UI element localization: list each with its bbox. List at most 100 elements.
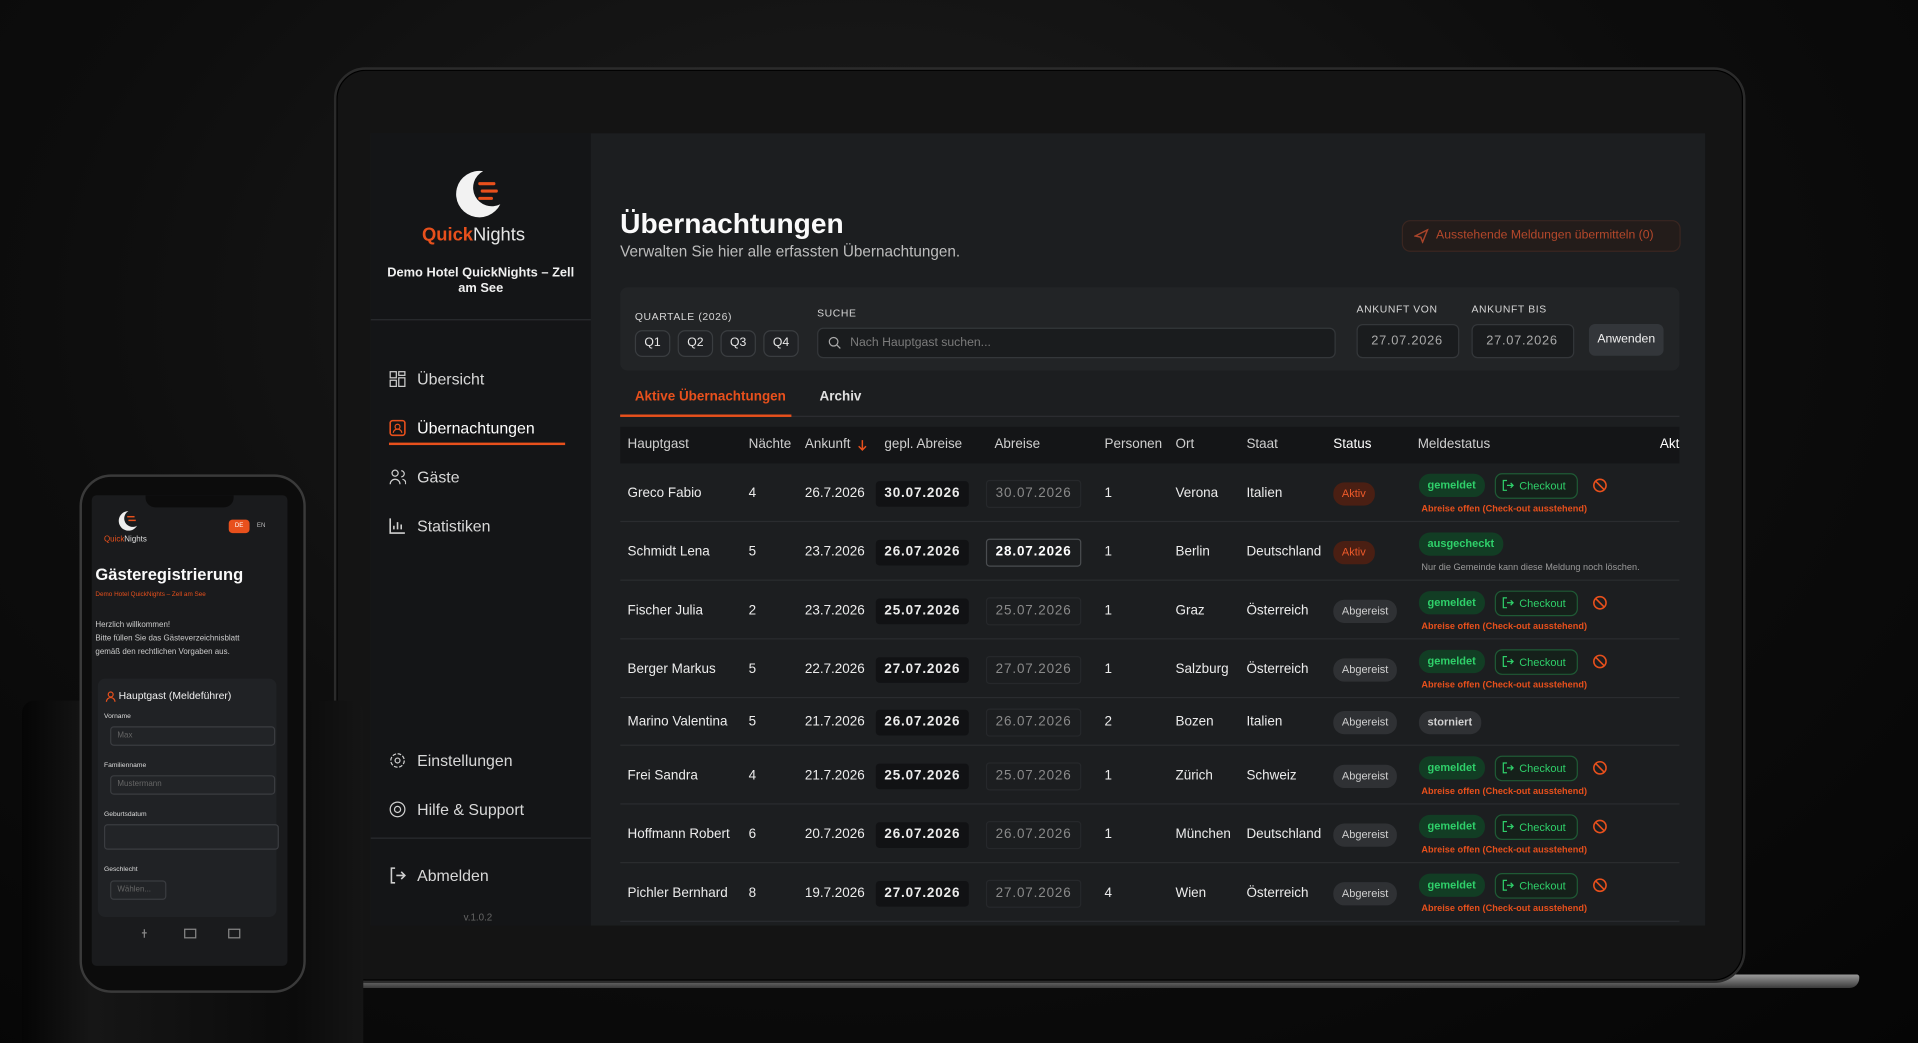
nav-icon	[389, 469, 407, 485]
city: Zürich	[1175, 768, 1213, 784]
tab-underline	[620, 414, 792, 417]
nav-icon	[389, 801, 406, 818]
input[interactable]: Max	[110, 726, 276, 746]
submit-button[interactable]: Ausstehende Meldungen übermitteln (0)	[1401, 220, 1681, 252]
planned-departure: 26.07.2026	[875, 822, 969, 848]
logout[interactable]: Abmelden	[417, 866, 489, 885]
checkout-button[interactable]: Checkout	[1494, 873, 1578, 899]
nav-icon	[389, 371, 406, 387]
checkout-button[interactable]: Checkout	[1494, 814, 1578, 840]
planned-departure: 26.07.2026	[875, 539, 969, 566]
from-input[interactable]: 27.07.2026	[1356, 324, 1460, 359]
departure: 25.07.2026	[985, 762, 1082, 791]
submit-label: Ausstehende Meldungen übermitteln (0)	[1436, 228, 1654, 243]
divider	[370, 319, 591, 321]
search-icon	[828, 336, 841, 349]
report-badge: gemeldet	[1418, 649, 1485, 674]
checkout-button[interactable]: Checkout	[1494, 649, 1578, 675]
column-header: Ankunft	[804, 437, 851, 452]
report-note: Abreise offen (Check-out ausstehend)	[1421, 843, 1588, 855]
quarter-chip[interactable]: Q3	[720, 330, 756, 358]
brand: QuickNights	[422, 226, 525, 244]
brand-quick: Quick	[422, 224, 473, 246]
country: Deutschland	[1246, 544, 1322, 560]
guest: Hoffmann Robert	[627, 827, 730, 842]
quarter-chip[interactable]: Q4	[763, 330, 799, 358]
report-badge: gemeldet	[1418, 873, 1485, 897]
checkout-label: Checkout	[1519, 655, 1566, 669]
input[interactable]	[103, 824, 279, 850]
checkout-button[interactable]: Checkout	[1494, 590, 1578, 617]
status-badge: Aktiv	[1333, 482, 1375, 506]
table-header	[620, 426, 1680, 464]
checkout-icon	[1502, 879, 1514, 891]
guest: Schmidt Lena	[627, 544, 710, 560]
quarter-chip[interactable]: Q1	[634, 330, 671, 358]
nav-item[interactable]: Übernachtungen	[417, 418, 535, 438]
column-header: Meldestatus	[1417, 437, 1491, 452]
planned-departure: 26.07.2026	[875, 709, 969, 736]
filter-panel: QUARTALE (2026) Q1 Q2 Q3 Q4 SUCHE Nach Haup…	[620, 287, 1680, 371]
planned-departure: 25.07.2026	[875, 598, 969, 625]
nav-item[interactable]: Hilfe & Support	[417, 800, 525, 819]
checkout-label: Checkout	[1519, 879, 1566, 892]
search-input[interactable]: Nach Hauptgast suchen...	[817, 327, 1336, 359]
column-header: Staat	[1246, 437, 1278, 452]
arrival: 21.7.2026	[804, 768, 865, 784]
row-divider	[620, 862, 1680, 864]
checkout-label: Checkout	[1519, 597, 1566, 610]
tab-active[interactable]: Aktive Übernachtungen	[634, 389, 786, 405]
departure: 30.07.2026	[985, 479, 1082, 509]
country: Österreich	[1246, 885, 1309, 901]
brand-nights: Nights	[472, 224, 526, 246]
persons: 1	[1104, 827, 1113, 842]
checkout-icon	[1502, 597, 1514, 609]
phone-screen: QuickNights DE EN Gästeregistrierung Dem…	[91, 495, 288, 966]
guest: Frei Sandra	[627, 768, 698, 784]
persons: 1	[1104, 662, 1113, 677]
checkout-button[interactable]: Checkout	[1494, 755, 1578, 782]
logout-icon	[390, 867, 407, 884]
phone-logo	[118, 511, 137, 531]
phone-tabbar	[141, 928, 241, 939]
page-subtitle: Verwalten Sie hier alle erfassten Überna…	[620, 243, 961, 261]
user-icon	[105, 691, 116, 702]
search-placeholder: Nach Hauptgast suchen...	[850, 336, 991, 350]
report-badge: storniert	[1418, 711, 1481, 735]
country: Schweiz	[1246, 768, 1297, 784]
brand-nights: Nights	[124, 535, 147, 544]
apply-button[interactable]: Anwenden	[1588, 324, 1664, 356]
departure: 27.07.2026	[985, 655, 1082, 685]
nav-item[interactable]: Gäste	[417, 467, 460, 487]
city: Berlin	[1175, 544, 1210, 560]
input[interactable]: Mustermann	[110, 775, 276, 795]
report-note: Abreise offen (Check-out ausstehend)	[1421, 902, 1588, 914]
nav-icon	[389, 419, 406, 437]
to-input[interactable]: 27.07.2026	[1471, 324, 1575, 359]
checkout-button[interactable]: Checkout	[1494, 473, 1578, 499]
departure: 28.07.2026	[985, 538, 1082, 567]
from-value: 27.07.2026	[1371, 333, 1443, 349]
cancel-icon	[1593, 760, 1607, 775]
field-label: Familienname	[103, 762, 147, 770]
column-header: Status	[1333, 437, 1372, 452]
lang-en[interactable]: EN	[256, 522, 266, 530]
nav-item[interactable]: Übersicht	[417, 369, 485, 389]
select[interactable]: Wählen...	[110, 880, 167, 900]
status-badge: Abgereist	[1333, 823, 1397, 847]
nights: 2	[748, 603, 757, 619]
intro-line: gemäß den rechtlichen Vorgaben aus.	[95, 647, 230, 657]
lang-de[interactable]: DE	[228, 519, 250, 534]
nav-item[interactable]: Einstellungen	[417, 751, 513, 770]
from-label: ANKUNFT VON	[1356, 302, 1438, 316]
report-note: Abreise offen (Check-out ausstehend)	[1421, 502, 1588, 514]
departure: 25.07.2026	[985, 597, 1082, 626]
city: Wien	[1175, 885, 1207, 901]
tab[interactable]: Archiv	[819, 389, 862, 405]
quarter-chip[interactable]: Q2	[677, 330, 714, 358]
persons: 1	[1104, 603, 1113, 619]
nav-item[interactable]: Statistiken	[417, 516, 491, 535]
arrival: 19.7.2026	[804, 885, 865, 901]
nights: 4	[748, 486, 757, 501]
city: München	[1175, 827, 1231, 842]
